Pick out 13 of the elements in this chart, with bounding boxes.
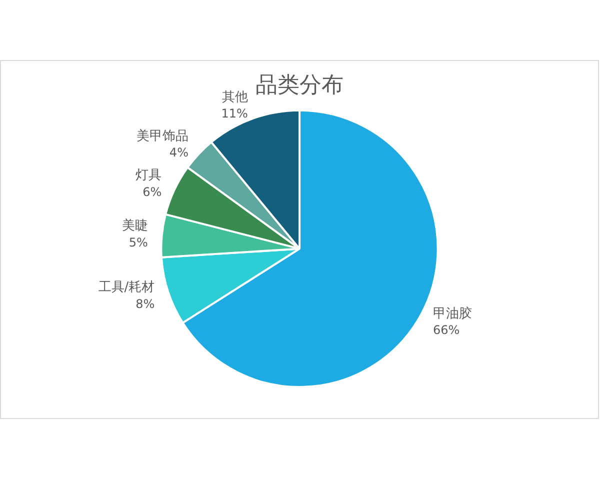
chart-title: 品类分布 (256, 72, 344, 98)
slice-label: 甲油胶 (432, 306, 472, 322)
slice-label: 美甲饰品 (136, 128, 188, 144)
slice-label: 美睫 (122, 218, 148, 234)
slice-label: 工具/耗材 (98, 280, 155, 296)
slice-label: 其他 (222, 90, 248, 105)
data-label: 6% (142, 184, 162, 199)
data-label: 4% (169, 146, 188, 160)
data-label: 8% (136, 296, 155, 311)
slice-label: 灯具 (136, 168, 162, 184)
data-label: 66% (432, 323, 460, 338)
data-label: 5% (128, 235, 148, 250)
data-label: 11% (221, 106, 248, 121)
